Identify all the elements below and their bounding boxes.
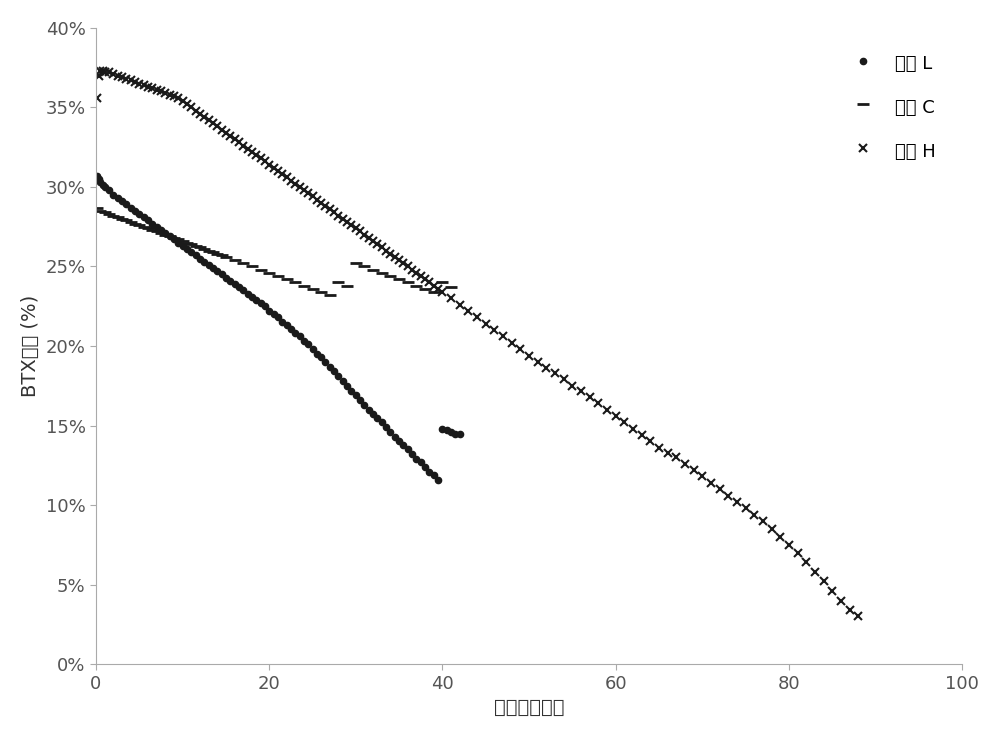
- 样品 L: [432, 475, 444, 484]
- 样品 H: [185, 103, 197, 111]
- 样品 H: [107, 69, 119, 78]
- 样品 C: [298, 281, 310, 290]
- 样品 H: [91, 94, 103, 103]
- Y-axis label: BTX收率 (%): BTX收率 (%): [21, 295, 40, 397]
- Legend: 样品 L, 样品 C, 样品 H: 样品 L, 样品 C, 样品 H: [841, 44, 945, 170]
- 样品 C: [155, 229, 167, 238]
- X-axis label: 时间（小时）: 时间（小时）: [494, 698, 564, 717]
- 样品 C: [324, 291, 336, 300]
- 样品 C: [445, 283, 457, 292]
- 样品 H: [566, 382, 578, 390]
- 样品 C: [99, 208, 111, 217]
- Line: 样品 H: 样品 H: [93, 67, 862, 620]
- 样品 C: [103, 210, 115, 218]
- 样品 H: [94, 66, 106, 75]
- 样品 L: [354, 396, 366, 404]
- 样品 L: [177, 241, 189, 250]
- 样品 C: [289, 278, 301, 287]
- 样品 L: [164, 232, 176, 241]
- 样品 L: [91, 171, 103, 180]
- 样品 C: [91, 203, 103, 212]
- 样品 C: [194, 243, 206, 252]
- 样品 L: [181, 244, 193, 253]
- Line: 样品 C: 样品 C: [91, 202, 457, 300]
- 样品 H: [852, 612, 864, 621]
- 样品 L: [363, 405, 375, 414]
- Line: 样品 L: 样品 L: [94, 173, 441, 483]
- 样品 H: [610, 412, 622, 421]
- 样品 L: [246, 292, 258, 301]
- 样品 H: [406, 265, 418, 274]
- 样品 H: [436, 288, 448, 297]
